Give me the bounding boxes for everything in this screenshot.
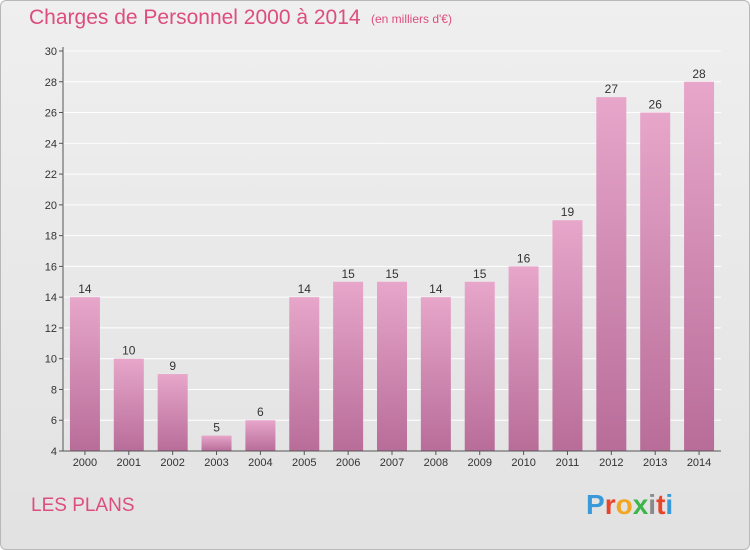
x-tick-label: 2014 — [687, 457, 711, 469]
y-tick-label: 8 — [51, 384, 57, 396]
brand-letter: r — [604, 489, 616, 520]
bar — [333, 281, 364, 451]
y-tick-label: 18 — [45, 231, 57, 243]
x-tick-label: 2010 — [511, 457, 535, 469]
bar — [201, 435, 232, 451]
brand-letter: x — [632, 489, 649, 520]
data-label: 16 — [517, 251, 531, 265]
bar — [69, 297, 100, 451]
axes — [59, 47, 721, 455]
x-tick-label: 2013 — [643, 457, 667, 469]
bar — [640, 112, 671, 452]
labels: 4 6 8 10 12 14 16 18 20 22 24 26 28 30 14 2000 10 2001 9 20… — [45, 46, 712, 469]
y-tick-label: 16 — [45, 261, 57, 273]
y-tick-label: 6 — [51, 415, 57, 427]
y-tick-label: 30 — [45, 46, 57, 58]
x-tick-label: 2002 — [160, 457, 184, 469]
brand-letter: t — [656, 489, 666, 520]
x-tick-label: 2006 — [336, 457, 360, 469]
commune-name: LES PLANS — [31, 495, 135, 516]
y-tick-label: 10 — [45, 354, 57, 366]
x-tick-label: 2004 — [248, 457, 272, 469]
x-tick-label: 2012 — [599, 457, 623, 469]
chart-title: Charges de Personnel 2000 à 2014 — [29, 6, 361, 29]
data-label: 10 — [122, 344, 136, 358]
bar — [464, 281, 495, 451]
y-tick-label: 24 — [45, 138, 57, 150]
bar — [684, 81, 715, 452]
data-label: 14 — [298, 282, 312, 296]
data-label: 6 — [257, 405, 264, 419]
data-label: 19 — [561, 205, 575, 219]
brand-letter: o — [615, 489, 633, 520]
x-tick-label: 2007 — [380, 457, 404, 469]
bar — [596, 97, 627, 452]
brand-letter: P — [586, 489, 605, 520]
brand-letter: i — [665, 489, 674, 520]
y-tick-label: 26 — [45, 108, 57, 120]
x-tick-label: 2008 — [424, 457, 448, 469]
brand-logo: Proxiti — [586, 489, 673, 521]
bar — [508, 266, 539, 451]
bar — [377, 281, 407, 451]
x-tick-label: 2005 — [292, 457, 316, 469]
x-tick-label: 2000 — [73, 457, 97, 469]
data-label: 14 — [429, 282, 443, 296]
x-tick-label: 2001 — [117, 457, 141, 469]
y-tick-label: 4 — [51, 446, 57, 458]
bar — [289, 297, 320, 451]
x-tick-label: 2003 — [204, 457, 228, 469]
x-tick-label: 2009 — [467, 457, 491, 469]
y-tick-label: 14 — [45, 292, 57, 304]
bar — [552, 220, 583, 451]
data-label: 9 — [169, 359, 176, 373]
data-label: 26 — [649, 98, 663, 112]
y-tick-label: 22 — [45, 169, 57, 181]
bar — [157, 374, 188, 451]
bar — [113, 358, 144, 451]
data-label: 5 — [213, 421, 220, 435]
data-label: 15 — [473, 267, 487, 281]
brand-letter: i — [648, 489, 657, 520]
chart-subtitle: (en milliers d'€) — [371, 12, 452, 26]
bar — [245, 420, 276, 451]
y-tick-label: 20 — [45, 200, 57, 212]
data-label: 15 — [385, 267, 399, 281]
data-label: 14 — [78, 282, 92, 296]
y-tick-label: 12 — [45, 323, 57, 335]
data-label: 15 — [341, 267, 355, 281]
x-tick-label: 2011 — [556, 457, 580, 469]
bar — [420, 297, 451, 451]
bars — [69, 81, 715, 452]
y-tick-label: 28 — [45, 77, 57, 89]
data-label: 28 — [692, 67, 706, 81]
data-label: 27 — [605, 82, 619, 96]
